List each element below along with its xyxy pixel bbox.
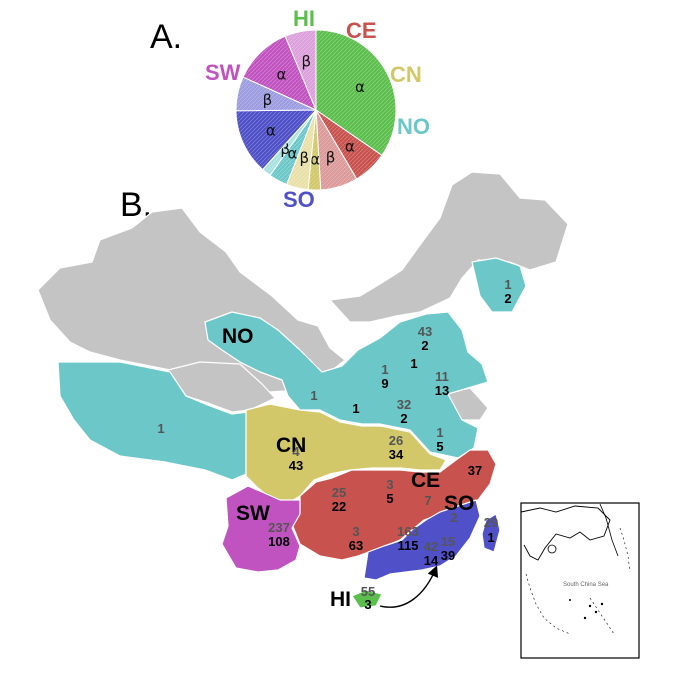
count-b: 115 xyxy=(398,538,419,553)
count-b: 9 xyxy=(381,376,388,391)
pie-slice-texture xyxy=(236,110,316,170)
count-a: 11 xyxy=(435,369,449,384)
hi-to-so-arrow xyxy=(379,565,439,608)
count-b: 2 xyxy=(421,338,428,353)
pie-slice-label: α xyxy=(310,151,320,169)
count-a: 15 xyxy=(441,534,455,549)
count-a: 1 xyxy=(504,277,511,292)
count-a: 3 xyxy=(352,524,359,539)
pie-slice-label: β xyxy=(326,148,336,166)
south-china-sea-inset: South China Sea xyxy=(520,502,640,659)
map-region-sw xyxy=(221,485,301,573)
inset-label: South China Sea xyxy=(563,582,609,588)
count-b: 5 xyxy=(436,439,443,454)
pie-slice-label: β xyxy=(301,52,311,70)
pie-slice-label: α xyxy=(266,121,276,139)
count-a: 163 xyxy=(397,524,419,539)
pie-label-hi: HI xyxy=(293,6,315,31)
map-region-hi xyxy=(351,589,383,609)
map-region-so xyxy=(363,499,481,581)
count-b: 37 xyxy=(468,463,482,478)
count-b: 22 xyxy=(332,499,346,514)
count-a: 29 xyxy=(484,515,498,530)
panel-a-label: A. xyxy=(150,18,182,56)
count-a: 237 xyxy=(268,520,290,535)
count-a: 43 xyxy=(418,324,432,339)
map-region-so-taiwan xyxy=(481,513,501,553)
count-b: 2 xyxy=(504,291,511,306)
count-a: 4 xyxy=(292,444,300,459)
pie-slice-texture xyxy=(243,36,316,110)
pie-label-cn: CN xyxy=(390,62,422,87)
map-label-so: SO xyxy=(444,492,474,515)
map-region-no xyxy=(204,311,489,459)
count-a: 55 xyxy=(361,584,375,599)
count-b: 5 xyxy=(386,491,393,506)
province-counts: 1 2 43 2 1 9 1 11 13 1 1 32 2 1 5 1 4 43… xyxy=(157,277,511,612)
count-a: 42 xyxy=(424,539,438,554)
count-a: 3 xyxy=(386,477,393,492)
count-b: 43 xyxy=(289,458,303,473)
count-b: 13 xyxy=(435,383,449,398)
count-b: 2 xyxy=(400,411,407,426)
count-b: 14 xyxy=(424,553,439,568)
map-label-no: NO xyxy=(222,325,254,348)
map-region-gray-central xyxy=(167,361,276,413)
count-a: 1 xyxy=(352,401,359,416)
count-b: 3 xyxy=(364,597,371,612)
map-region-gray-northeast xyxy=(329,171,569,323)
pie-slice-texture xyxy=(270,110,316,185)
count-b: 39 xyxy=(441,548,455,563)
count-b: 34 xyxy=(389,447,404,462)
count-a: 1 xyxy=(410,356,417,371)
pie-slice-label: β xyxy=(263,91,273,109)
pie-slice-texture xyxy=(308,110,321,191)
pie-slice-label: α xyxy=(277,65,287,83)
map-label-ce: CE xyxy=(411,469,440,492)
count-a: 7 xyxy=(424,493,431,508)
pie-slice-texture xyxy=(235,77,316,111)
count-a: 26 xyxy=(389,433,403,448)
pie-label-ce: CE xyxy=(346,18,377,43)
pie-slice-label: β xyxy=(280,140,290,158)
map-region-ce xyxy=(291,449,497,561)
pie-slice-texture xyxy=(316,30,397,156)
pie-slice-texture xyxy=(316,110,382,179)
pie-label-no: NO xyxy=(397,114,430,139)
pie-slice-texture xyxy=(316,110,357,190)
pie-slice-label: α xyxy=(355,78,365,96)
count-a: 1 xyxy=(157,421,164,436)
count-a: 2 xyxy=(450,510,457,525)
count-a: 1 xyxy=(310,388,317,403)
count-b: 1 xyxy=(487,530,494,545)
pie-slice-label: α xyxy=(288,145,298,163)
count-a: 1 xyxy=(436,425,443,440)
pie-slice-label: β xyxy=(300,149,310,167)
count-a: 32 xyxy=(397,397,411,412)
map-label-hi: HI xyxy=(330,588,351,611)
map-region-no xyxy=(471,257,527,313)
pie-slice-texture xyxy=(262,110,316,176)
count-a: 25 xyxy=(332,485,346,500)
count-b: 63 xyxy=(349,538,363,553)
map-label-sw: SW xyxy=(236,502,270,525)
count-b: 108 xyxy=(268,534,290,549)
pie-label-so: SO xyxy=(283,187,315,212)
pie-slice-label: α xyxy=(345,137,355,155)
count-a: 1 xyxy=(381,362,388,377)
china-map xyxy=(37,171,569,609)
pie-slice-texture xyxy=(285,30,316,110)
pie-label-sw: SW xyxy=(205,60,241,85)
map-label-cn: CN xyxy=(276,434,306,457)
